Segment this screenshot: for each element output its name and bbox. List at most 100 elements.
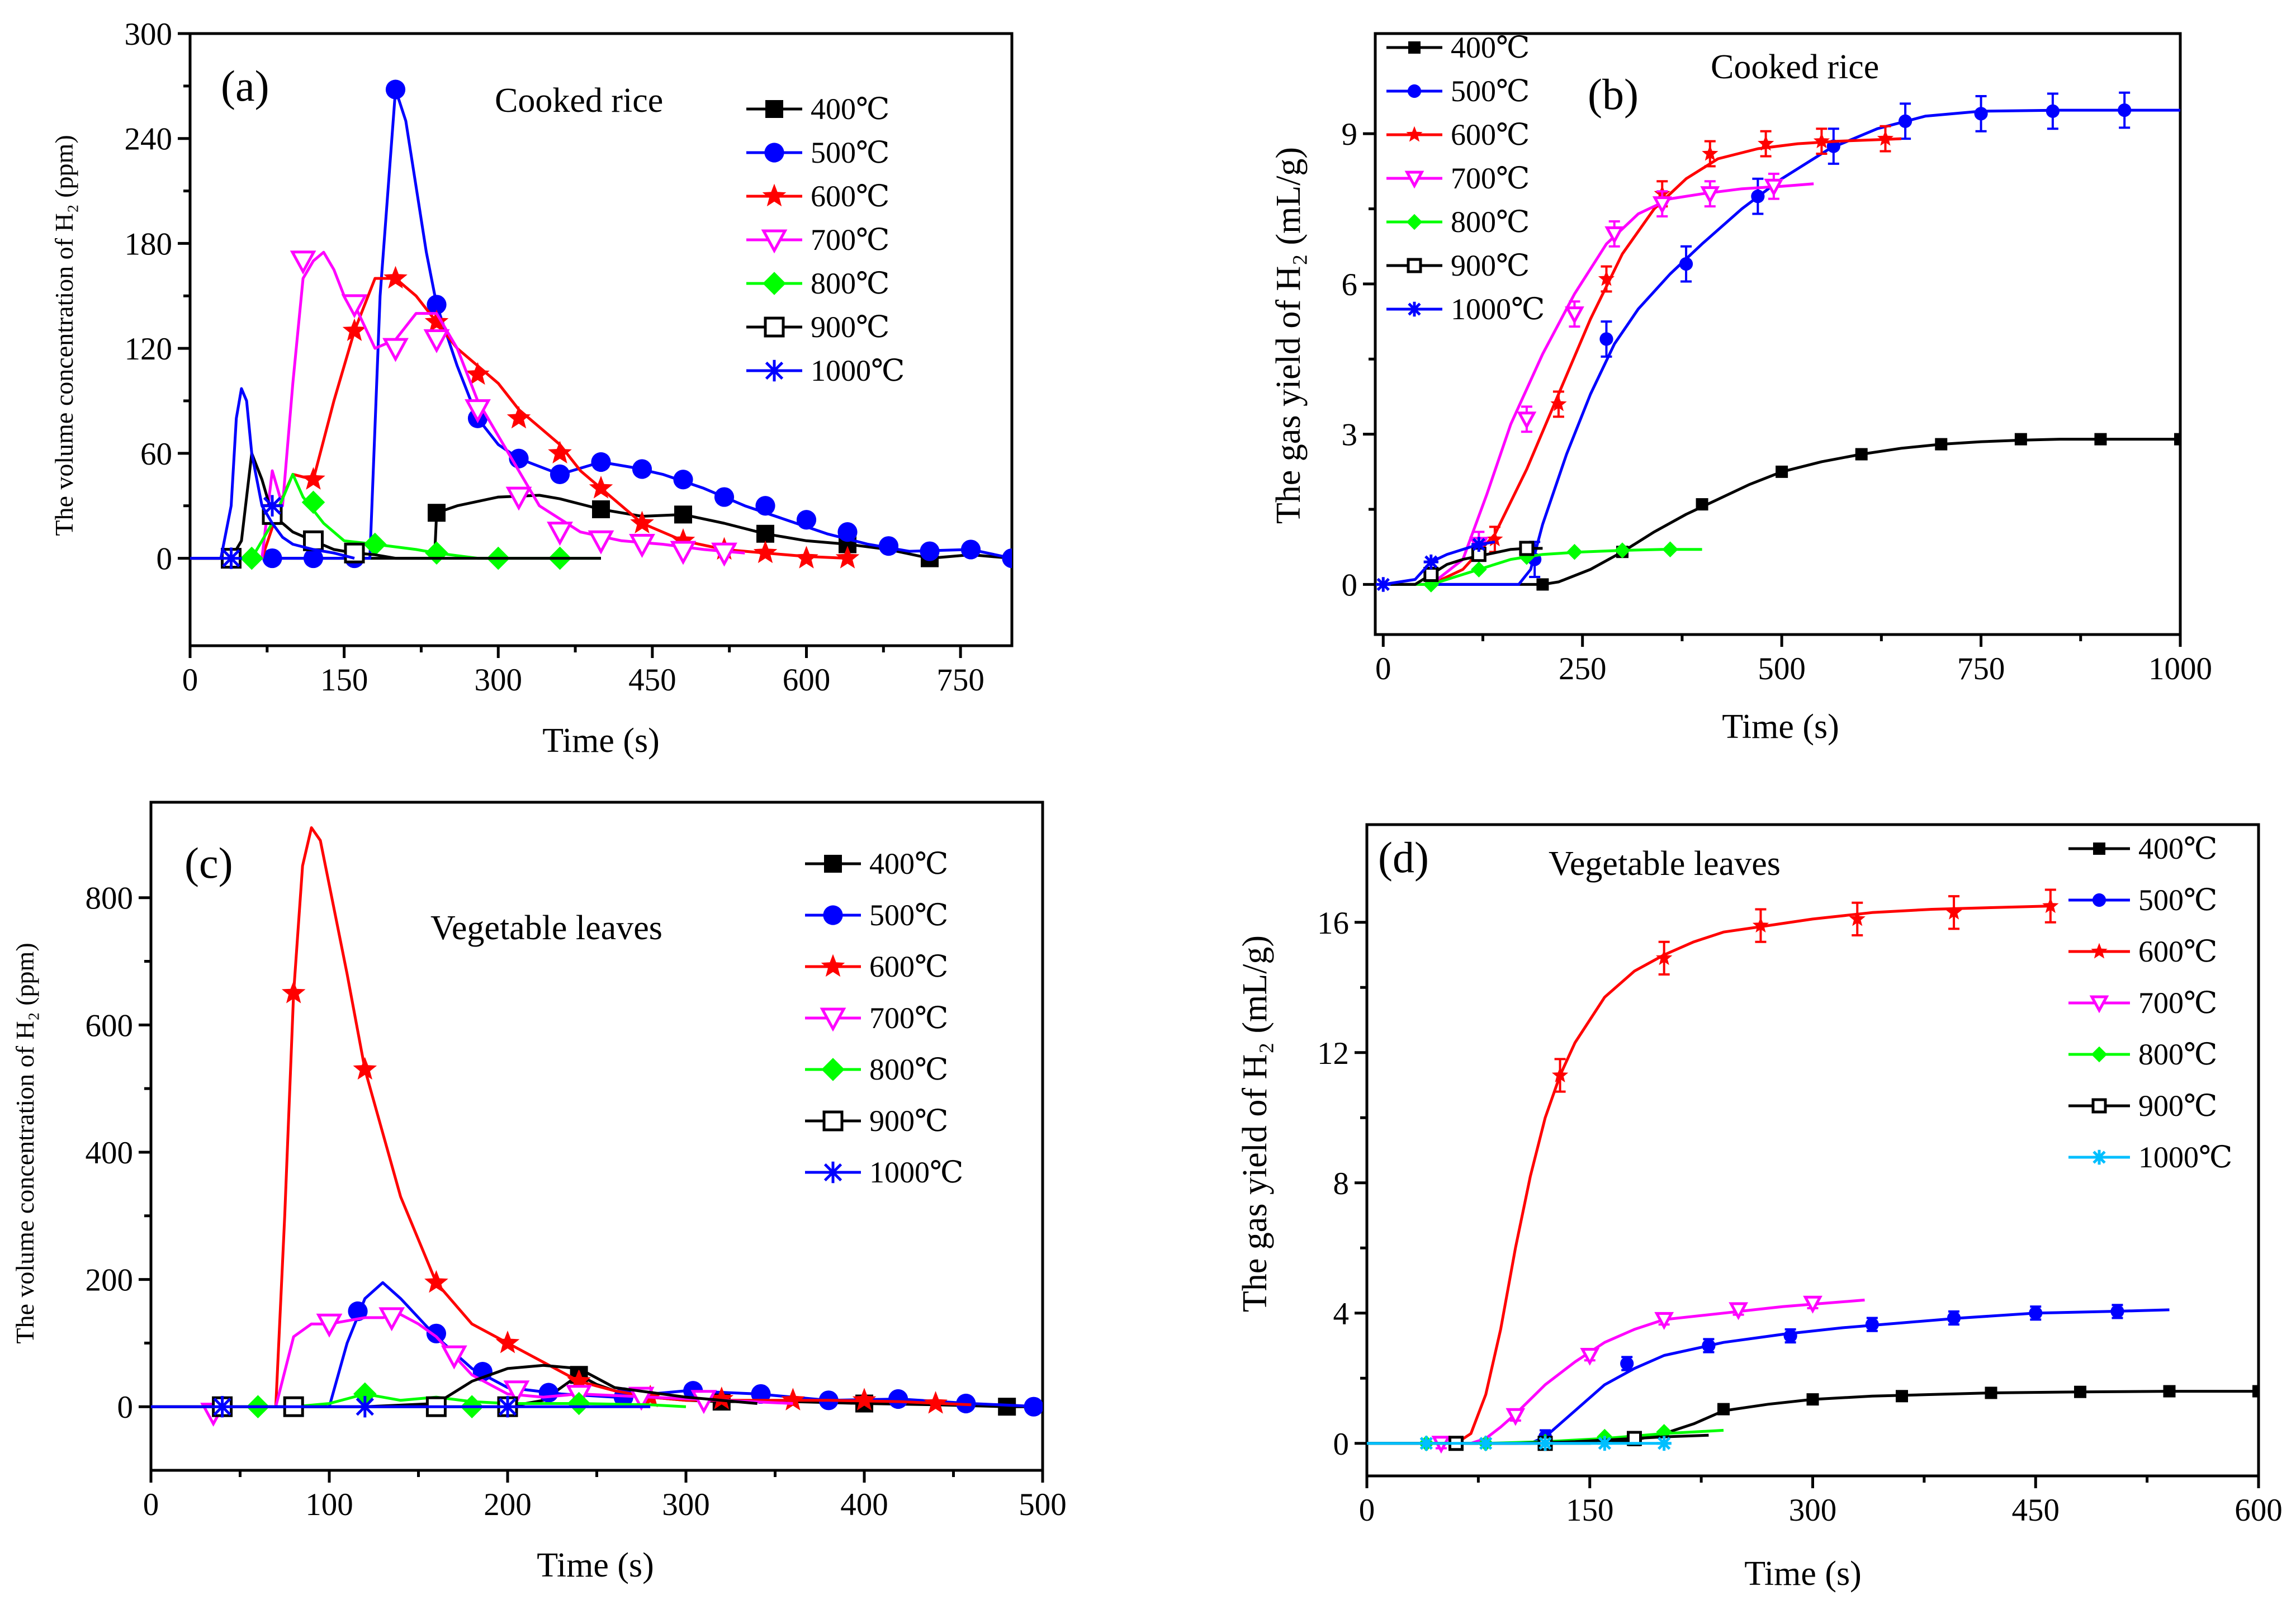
- legend-label: 400℃: [869, 847, 948, 881]
- data-point: [1696, 498, 1708, 511]
- data-point: [240, 546, 264, 570]
- data-point: [1536, 578, 1549, 591]
- data-point: [753, 540, 778, 564]
- data-point: [1813, 132, 1830, 149]
- legend-label: 400℃: [1451, 31, 1530, 64]
- data-point: [1702, 145, 1719, 161]
- legend-marker: [824, 855, 842, 873]
- y-tick-label: 8: [1333, 1166, 1350, 1201]
- legend-marker: [2091, 1098, 2107, 1114]
- data-point: [341, 294, 368, 319]
- data-point: [465, 399, 491, 424]
- y-tick-label: 300: [125, 17, 173, 52]
- x-tick-label: 300: [1789, 1493, 1837, 1528]
- data-point: [1376, 577, 1391, 592]
- x-tick-label: 200: [484, 1487, 532, 1522]
- data-point: [1652, 196, 1672, 215]
- legend-label: 900℃: [2138, 1089, 2217, 1123]
- y-tick-label: 60: [140, 437, 172, 472]
- legend: 400℃ 500℃ 600℃ 700℃ 800℃ 900℃ 1000℃: [1386, 31, 1545, 326]
- legend-marker: [761, 229, 788, 254]
- data-point: [1656, 949, 1673, 965]
- series-group: [151, 826, 1043, 1427]
- data-point: [506, 405, 531, 429]
- data-point: [1985, 1386, 1997, 1399]
- x-axis-label: Time (s): [542, 722, 660, 760]
- y-tick-label: 16: [1317, 906, 1349, 941]
- legend-marker: [821, 954, 845, 977]
- legend-marker: [763, 359, 785, 382]
- legend-label: 900℃: [811, 310, 889, 344]
- data-point: [281, 981, 306, 1004]
- data-point: [1419, 1436, 1434, 1451]
- chart-title: Vegetable leaves: [430, 909, 662, 947]
- legend-marker: [1404, 171, 1424, 189]
- legend: 400℃ 500℃ 600℃ 700℃ 800℃ 900℃ 1000℃: [805, 847, 963, 1189]
- legend-marker: [820, 1007, 846, 1032]
- data-point: [920, 541, 940, 561]
- data-point: [592, 500, 610, 518]
- data-point: [426, 1323, 447, 1343]
- panel-a: 0 150 300 450 600 750 0 60 120 180 240 300 Time (s) T…: [50, 17, 1014, 760]
- data-point: [567, 1391, 591, 1416]
- data-point: [714, 487, 735, 507]
- data-point: [290, 250, 316, 275]
- x-tick-label: 0: [1375, 651, 1391, 687]
- legend-label: 900℃: [1451, 249, 1530, 282]
- data-point: [1752, 917, 1769, 933]
- legend-marker: [2091, 943, 2108, 959]
- data-point: [1783, 1329, 1797, 1343]
- x-tick-label: 300: [662, 1487, 710, 1522]
- y-tick-label: 180: [125, 226, 173, 262]
- y-axis-label: The gas yield of H₂ (mL/g): [1236, 935, 1274, 1312]
- data-point: [441, 1345, 467, 1370]
- data-point: [756, 524, 774, 543]
- data-point: [1598, 270, 1615, 286]
- data-point: [1849, 910, 1866, 926]
- data-point: [382, 338, 409, 362]
- x-tick-label: 400: [840, 1487, 888, 1522]
- data-point: [632, 459, 652, 479]
- data-point: [1478, 1436, 1493, 1451]
- legend-label: 500℃: [1451, 74, 1530, 108]
- y-tick-label: 240: [125, 122, 173, 157]
- data-point: [1519, 541, 1535, 556]
- data-point: [1945, 903, 1962, 920]
- y-axis-label: The volume concentration of H₂ (ppm): [11, 943, 39, 1343]
- legend-marker: [764, 316, 785, 338]
- series-group: [1367, 888, 2259, 1454]
- legend-label: 600℃: [869, 950, 948, 983]
- legend-label: 400℃: [2138, 832, 2217, 865]
- data-point: [548, 441, 572, 463]
- data-point: [353, 1382, 377, 1406]
- x-tick-label: 600: [783, 662, 831, 698]
- data-point: [837, 522, 858, 542]
- y-tick-label: 6: [1342, 267, 1358, 302]
- x-tick-label: 150: [1566, 1493, 1614, 1528]
- y-axis-label: The gas yield of H₂ (mL/g): [1270, 147, 1308, 524]
- y-tick-label: 400: [86, 1135, 134, 1171]
- data-point: [425, 541, 448, 565]
- data-point: [1423, 567, 1439, 582]
- data-point: [301, 467, 325, 490]
- legend-label: 600℃: [2138, 935, 2217, 968]
- legend-marker: [1406, 214, 1423, 230]
- legend-marker: [2093, 843, 2105, 855]
- data-point: [796, 510, 817, 530]
- data-point: [261, 495, 283, 517]
- data-point: [354, 1395, 376, 1418]
- data-point: [888, 1389, 908, 1409]
- y-tick-label: 0: [117, 1390, 134, 1425]
- x-tick-label: 500: [1019, 1487, 1067, 1522]
- data-point: [924, 1391, 948, 1414]
- data-point: [711, 542, 737, 567]
- data-point: [630, 510, 654, 534]
- legend-marker: [764, 143, 784, 163]
- panel-label: (b): [1588, 70, 1639, 119]
- legend-label: 500℃: [2138, 883, 2217, 917]
- legend-marker: [765, 100, 783, 118]
- data-point: [1803, 1295, 1822, 1314]
- data-point: [1423, 554, 1438, 570]
- x-axis-label: Time (s): [1744, 1555, 1862, 1593]
- data-point: [1806, 1393, 1819, 1406]
